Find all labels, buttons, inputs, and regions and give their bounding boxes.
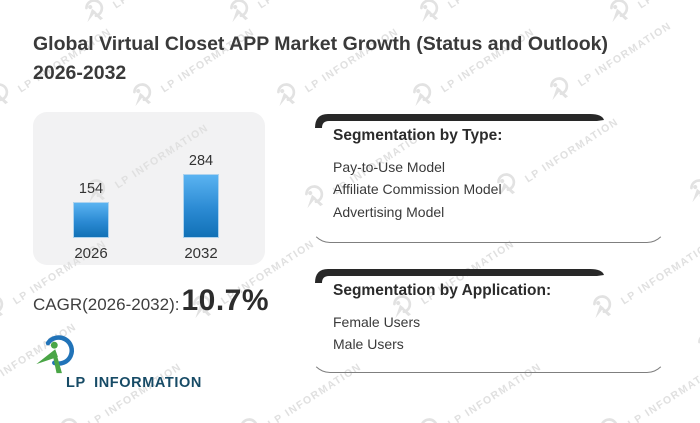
lp-information-logo-text: LP INFORMATION — [66, 375, 202, 391]
bar-2026 — [73, 202, 109, 238]
segmentation-by-type-list: Pay-to-Use Model Affiliate Commission Mo… — [333, 156, 666, 223]
segmentation-by-type-title: Segmentation by Type: — [333, 127, 503, 144]
lp-information-logo-icon — [36, 335, 74, 374]
page-title: Global Virtual Closet APP Market Growth … — [33, 33, 608, 84]
chart-panel-background — [33, 112, 265, 265]
bar-value-2032: 284 — [188, 153, 214, 169]
cagr-row: CAGR(2026-2032): 10.7% — [33, 284, 269, 318]
panel-top-bar — [315, 269, 604, 283]
segmentation-by-type-panel: Segmentation by Type: Pay-to-Use Model A… — [310, 112, 667, 243]
bar-2032 — [183, 174, 219, 238]
list-item: Female Users — [333, 314, 421, 330]
list-item: Male Users — [333, 336, 404, 353]
x-axis-label-2032: 2032 — [184, 245, 218, 262]
list-item: Affiliate Commission Model — [333, 181, 502, 198]
bar-group-2032: 284 — [166, 153, 236, 238]
segmentation-by-application-panel: Segmentation by Application: Female User… — [310, 267, 667, 373]
list-item: Pay-to-Use Model — [333, 159, 446, 175]
bar-group-2026: 154 — [56, 181, 126, 238]
segmentation-by-application-title: Segmentation by Application: — [333, 282, 552, 299]
cagr-label: CAGR(2026-2032): — [33, 295, 180, 314]
cagr-value: 10.7% — [181, 284, 270, 317]
bar-value-2026: 154 — [78, 181, 104, 197]
panel-top-bar — [315, 114, 604, 128]
x-axis-label-2026: 2026 — [74, 245, 108, 262]
list-item: Advertising Model — [333, 203, 445, 220]
market-growth-chart: 154 284 2026 2032 — [33, 112, 265, 265]
segmentation-by-application-list: Female Users Male Users — [333, 311, 666, 356]
